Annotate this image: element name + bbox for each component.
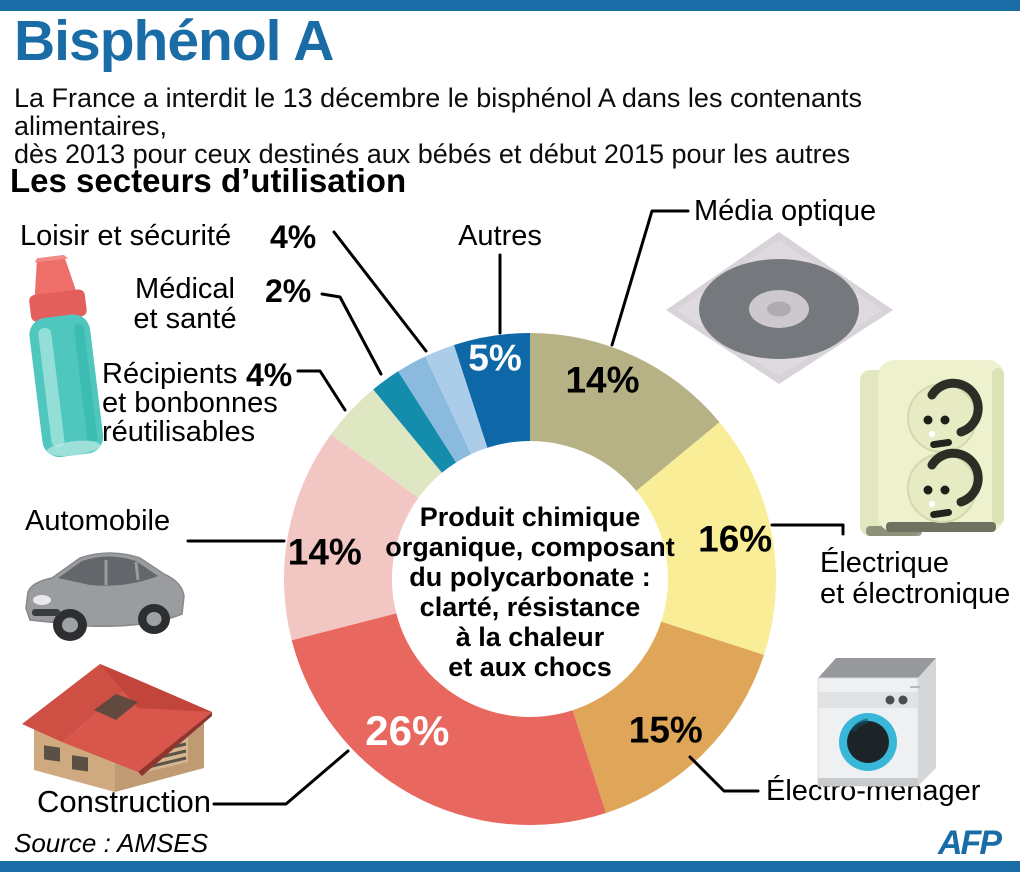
- label-automobile: Automobile: [25, 505, 171, 537]
- center-line-4: clarté, résistance: [419, 592, 641, 622]
- donut-pct-construction: 26%: [365, 707, 449, 754]
- donut-pct-automobile: 14%: [288, 532, 362, 573]
- leader-media-optique: [610, 209, 690, 347]
- label-recipients-line3: réutilisables: [102, 416, 256, 448]
- center-line-6: et aux chocs: [448, 652, 612, 682]
- label-construction: Construction: [37, 784, 212, 819]
- afp-logo: AFP: [938, 824, 1002, 862]
- donut-pct-electromenager: 15%: [629, 709, 703, 750]
- label-electrique-line2: et électronique: [820, 578, 1011, 610]
- label-electrique: Électrique et électronique: [820, 548, 1010, 610]
- cd-case-icon: [666, 232, 893, 384]
- top-bar: [0, 0, 1020, 11]
- donut-pct-electrique: 16%: [698, 519, 772, 560]
- donut-segments: [283, 332, 777, 826]
- label-recipients: Récipients et bonbonnes réutilisables: [102, 360, 278, 447]
- leader-recipients: [296, 369, 347, 412]
- label-electrique-line1: Électrique: [820, 547, 949, 579]
- socket-hole-top: [907, 378, 983, 453]
- house-icon: [22, 664, 212, 792]
- label-autres: Autres: [458, 220, 542, 252]
- donut-segment-loisir: [425, 345, 488, 455]
- donut-segment-loisir: [398, 356, 472, 463]
- pct-recipients: 4%: [246, 357, 293, 393]
- center-line-1: Produit chimique: [419, 502, 641, 532]
- label-media-optique: Média optique: [694, 195, 877, 227]
- donut-percent-labels: 14% 16% 15% 26% 14% 5%: [288, 337, 772, 754]
- label-loisir: Loisir et sécurité: [20, 220, 232, 252]
- leader-lines: [186, 209, 845, 806]
- washing-machine-icon: [817, 658, 936, 787]
- leader-electromenager: [688, 755, 760, 793]
- intro-text: La France a interdit le 13 décembre le b…: [14, 84, 1004, 168]
- pct-medical: 2%: [265, 273, 312, 309]
- car-icon: [25, 552, 185, 641]
- donut-segment-electromenager: [572, 621, 764, 813]
- label-medical-line1: Médical: [135, 273, 235, 305]
- intro-line-1: La France a interdit le 13 décembre le b…: [14, 83, 863, 141]
- page-title: Bisphénol A: [14, 9, 334, 73]
- source-credit: Source : AMSES: [14, 828, 209, 858]
- intro-line-2: dès 2013 pour ceux destinés aux bébés et…: [14, 139, 851, 169]
- power-socket-icon: [860, 360, 1004, 536]
- section-title: Les secteurs d’utilisation: [10, 162, 407, 199]
- pct-loisir: 4%: [270, 219, 317, 255]
- donut-pct-media-optique: 14%: [565, 359, 639, 400]
- donut-segment-construction: [291, 613, 606, 826]
- leader-medical: [320, 292, 383, 376]
- donut-pct-autres: 5%: [468, 337, 521, 378]
- label-medical: Médical et santé: [120, 274, 250, 334]
- donut-segment-automobile: [283, 434, 419, 641]
- leader-electrique: [770, 523, 845, 536]
- donut-segment-recipients: [331, 389, 442, 498]
- donut-segment-electrique: [636, 422, 777, 655]
- leader-construction: [212, 749, 350, 806]
- baby-bottle-icon: [29, 255, 104, 457]
- socket-hole-bottom: [907, 448, 983, 523]
- center-line-5: à la chaleur: [455, 622, 605, 652]
- bottom-bar: [0, 861, 1020, 872]
- center-line-3: du polycarbonate :: [409, 562, 651, 592]
- center-line-2: organique, composant: [385, 532, 675, 562]
- donut-segment-media-optique: [530, 333, 720, 491]
- label-recipients-line2: et bonbonnes: [102, 387, 278, 419]
- label-medical-line2: et santé: [133, 303, 237, 335]
- leader-loisir: [332, 230, 428, 353]
- donut-segment-medical: [373, 371, 457, 473]
- donut-center-text: Produit chimique organique, composant du…: [380, 502, 680, 682]
- label-recipients-line1: Récipients: [102, 358, 238, 390]
- donut-segment-autres: [454, 332, 530, 448]
